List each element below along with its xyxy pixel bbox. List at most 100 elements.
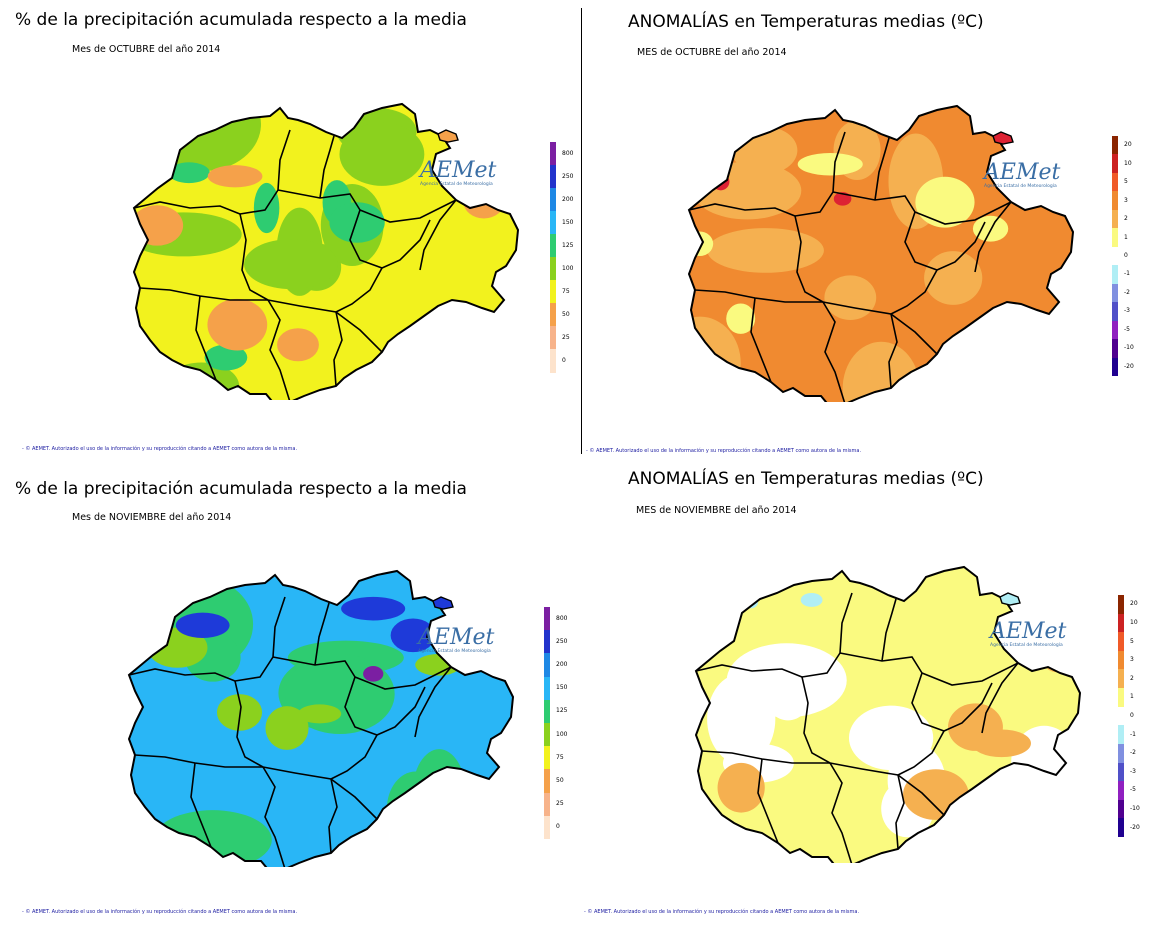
legend-swatch [1118,781,1124,801]
legend-tick-label: 20 [1130,600,1138,608]
region-map [687,104,1075,402]
province-border [981,662,1019,734]
map-value-patch [463,343,484,359]
map-value-patch [339,122,425,186]
province-border [974,201,1012,273]
map-value-patch [329,202,385,243]
province-border [794,215,824,303]
map-value-patch [765,671,811,721]
legend-tick-label: 20 [1124,141,1132,149]
map-value-patch [707,673,776,765]
panel-temp-nov: ANOMALÍAS en Temperaturas medias (ºC) ME… [582,465,1158,930]
legend-tick-label: -5 [1130,786,1136,794]
legend-tick-label: 0 [562,356,566,364]
province-border [359,199,457,223]
logo-text: AEMet [418,625,495,650]
legend-tick-label: 150 [556,684,568,692]
logo-subtitle: Agencia Estatal de Meteorología [420,182,493,187]
legend-tick-label: 100 [562,264,574,272]
legend-swatch [550,326,556,350]
legend-tick-label: 3 [1130,656,1134,664]
legend-swatch [1118,799,1124,819]
map-value-patch [797,153,863,176]
legend-swatch [550,165,556,189]
province-border [267,299,291,400]
province-border [262,766,286,867]
map-value-patch [692,161,802,220]
province-border [943,682,993,732]
province-border [344,676,378,736]
region-map [132,102,520,400]
province-border [190,762,212,848]
enclave-shape [437,129,459,143]
legend-swatch [1118,613,1124,633]
province-border [414,666,452,738]
map-value-patch [129,835,169,867]
legend-tick-label: 250 [556,637,568,645]
map-value-patch [415,654,461,676]
legend-swatch [1118,743,1124,764]
legend-swatch [550,211,556,235]
map-value-patch [363,666,384,682]
province-border [695,664,803,678]
legend-tick-label: -5 [1124,325,1130,333]
legend-swatch [544,676,550,701]
region-outline [132,102,520,400]
legend-swatch [550,188,556,212]
logo-subtitle: Agencia Estatal de Meteorología [984,184,1057,189]
province-border [272,656,356,678]
map-value-patch [341,596,406,621]
enclave-shape [992,131,1014,145]
panel-subtitle: Mes de OCTUBRE del año 2014 [72,44,221,55]
legend-tick-label: -1 [1124,270,1130,278]
legend-swatch [1118,650,1124,670]
legend-tick-label: 1 [1124,233,1128,241]
map-value-patch [207,298,268,351]
province-border [688,203,796,217]
map-value-patch [924,251,983,305]
legend-swatch [544,723,550,747]
legend-swatch [1118,669,1124,689]
legend-tick-label: 125 [556,707,568,715]
legend: 800 250 200 150 125 100 75 50 25 0 [544,607,574,840]
legend-swatch [1112,265,1118,285]
province-border [822,301,846,402]
legend-tick-label: 75 [562,287,570,295]
legend-swatch [1112,191,1118,211]
legend-swatch [550,142,556,166]
province-border [757,758,779,844]
legend-swatch [1118,725,1124,745]
map-value-patch [717,762,765,813]
map-value-patch [207,165,263,188]
legend-tick-label: 2 [1124,215,1128,223]
panel-divider [581,8,582,454]
map-value-patch [390,618,436,653]
province-border [376,686,426,736]
province-border [921,662,1019,686]
legend-swatch [1112,154,1118,174]
legend-swatch [1118,632,1124,652]
province-border [277,189,361,211]
province-border [936,221,986,271]
panel-precip-oct: % de la precipitación acumulada respecto… [0,0,580,460]
province-border [381,219,431,269]
map-value-patch [386,771,445,847]
province-border [904,211,938,271]
legend-swatch [544,746,550,770]
aemet-logo: AEMet Agencia Estatal de Meteorología [990,621,1066,649]
map-value-patch [800,593,823,607]
province-border [888,313,898,389]
legend-swatch [1112,172,1118,192]
map-value-patch [463,183,505,219]
province-border [328,778,338,854]
map-value-patch [153,810,272,867]
map-value-patch [412,749,466,839]
map-value-patch [833,192,852,206]
province-border [354,666,452,690]
province-border [335,267,383,313]
legend-tick-label: 0 [1130,712,1134,719]
credit-text: - © AEMET. Autorizado el uso de la infor… [22,446,298,452]
legend-swatch [544,769,550,794]
legend-swatch [1112,246,1118,266]
legend-tick-label: 25 [556,800,564,808]
